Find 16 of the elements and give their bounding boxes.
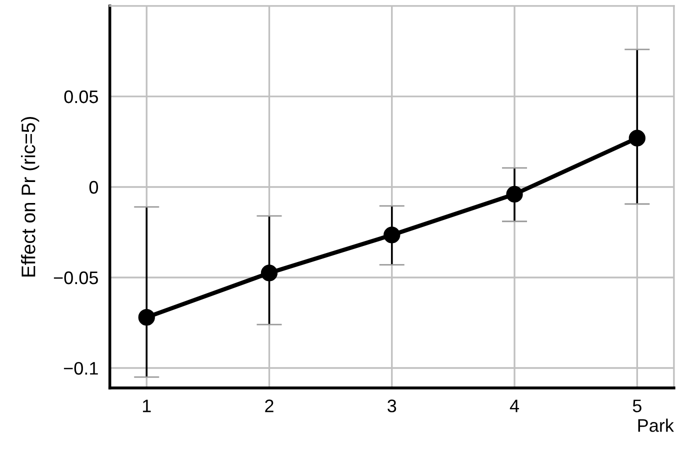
x-tick-label: 3 [388,400,396,412]
y-tick-label: 0.05 [64,90,98,104]
y-tick-label: −0.1 [64,362,98,375]
x-tick-label: 4 [510,400,520,412]
x-axis-title: Park [638,418,674,432]
point [138,308,155,326]
x-tick-label: 5 [632,400,642,412]
point [628,130,646,146]
x-tick-label: 1 [142,400,151,412]
y-tick-label: −0.05 [54,271,98,284]
x-tick-label: 2 [265,400,274,412]
y-tick-label: 0 [89,180,98,194]
point [260,264,278,282]
point [384,226,400,244]
y-axis-title: Effect on Pr (ric=5) [21,117,40,276]
point [506,186,523,203]
